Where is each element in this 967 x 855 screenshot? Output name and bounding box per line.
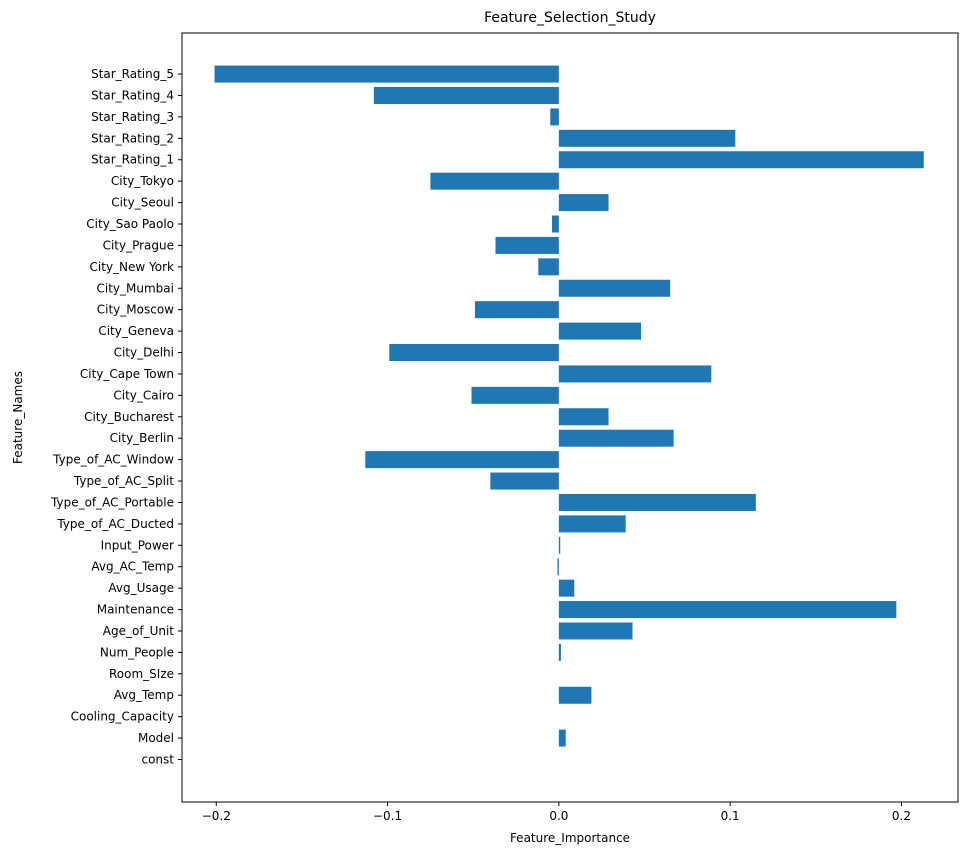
bar-city-mumbai: [558, 279, 671, 297]
y-tick-label: City_Bucharest: [84, 410, 174, 424]
y-tick-label: Input_Power: [101, 538, 174, 552]
bar-city-sao-paolo: [552, 215, 559, 233]
y-tick-label: City_New York: [90, 260, 175, 274]
y-tick-label: Cooling_Capacity: [71, 710, 174, 724]
y-tick-label: Avg_Temp: [114, 688, 174, 702]
y-tick-label: City_Cape Town: [80, 367, 174, 381]
bar-avg-temp: [558, 686, 592, 704]
bar-city-moscow: [474, 301, 559, 319]
y-tick-label: const: [141, 753, 174, 767]
bar-city-tokyo: [430, 172, 559, 190]
x-tick-label: 0.1: [721, 809, 740, 823]
bar-city-cairo: [471, 386, 559, 404]
bar-type-of-ac-window: [365, 451, 559, 469]
bar-type-of-ac-split: [490, 472, 559, 490]
y-tick-label: Star_Rating_1: [91, 153, 174, 167]
y-tick-label: Age_of_Unit: [103, 624, 174, 638]
bar-city-cape-town: [558, 365, 712, 383]
y-tick-label: Maintenance: [97, 603, 174, 617]
y-tick-label: Num_People: [100, 645, 174, 659]
bar-age-of-unit: [558, 622, 633, 640]
bar-maintenance: [558, 601, 897, 619]
bar-type-of-ac-ducted: [558, 515, 626, 533]
y-tick-label: City_Berlin: [110, 431, 174, 445]
y-tick-label: City_Moscow: [97, 303, 174, 317]
bar-city-geneva: [558, 322, 642, 340]
y-tick-label: Type_of_AC_Ducted: [56, 517, 174, 531]
bar-city-bucharest: [558, 408, 609, 426]
bar-star-rating-1: [558, 151, 924, 169]
x-tick-label: −0.1: [373, 809, 402, 823]
y-tick-label: City_Prague: [103, 238, 174, 252]
bar-avg-ac-temp: [557, 558, 559, 576]
bar-city-new-york: [538, 258, 559, 276]
y-tick-label: Star_Rating_5: [91, 67, 174, 81]
y-tick-label: Avg_AC_Temp: [91, 560, 174, 574]
bar-num-people: [558, 643, 561, 661]
bar-input-power: [558, 536, 561, 554]
bars-group: [214, 65, 924, 747]
y-tick-label: City_Mumbai: [97, 281, 174, 295]
bar-type-of-ac-portable: [558, 493, 756, 511]
bar-avg-usage: [558, 579, 575, 597]
bar-star-rating-2: [558, 129, 736, 147]
y-tick-label: City_Cairo: [113, 388, 174, 402]
x-axis-title: Feature_Importance: [510, 831, 630, 845]
y-tick-label: Type_of_AC_Portable: [50, 495, 174, 509]
bar-star-rating-5: [214, 65, 559, 83]
y-tick-label: Model: [138, 731, 174, 745]
plot-frame: [181, 32, 959, 803]
chart-title: Feature_Selection_Study: [484, 10, 656, 26]
y-tick-label: Star_Rating_4: [91, 88, 174, 102]
y-tick-label: Star_Rating_3: [91, 110, 174, 124]
x-axis-ticks: −0.2 −0.1 0.0 0.1 0.2: [202, 802, 911, 823]
bar-city-delhi: [389, 344, 559, 362]
y-axis-ticks: const Model Cooling_Capacity Avg_Temp Room_S…: [50, 67, 182, 767]
y-tick-label: City_Sao Paolo: [86, 217, 174, 231]
bar-star-rating-3: [550, 108, 559, 126]
y-tick-label: City_Geneva: [98, 324, 174, 338]
x-tick-label: 0.2: [892, 809, 911, 823]
y-tick-label: Type_of_AC_Split: [73, 474, 174, 488]
y-axis-title: Feature_Names: [11, 371, 25, 464]
bar-model: [558, 729, 566, 747]
y-tick-label: Star_Rating_2: [91, 131, 174, 145]
y-tick-label: Room_SIze: [109, 667, 174, 681]
y-tick-label: Type_of_AC_Window: [52, 453, 174, 467]
x-tick-label: 0.0: [549, 809, 568, 823]
bar-star-rating-4: [373, 86, 559, 104]
y-tick-label: Avg_Usage: [108, 581, 174, 595]
x-tick-label: −0.2: [202, 809, 231, 823]
bar-city-prague: [495, 236, 559, 254]
y-tick-label: City_Tokyo: [111, 174, 174, 188]
bar-city-berlin: [558, 429, 674, 447]
y-tick-label: City_Delhi: [114, 346, 174, 360]
bar-city-seoul: [558, 194, 609, 212]
y-tick-label: City_Seoul: [111, 196, 174, 210]
